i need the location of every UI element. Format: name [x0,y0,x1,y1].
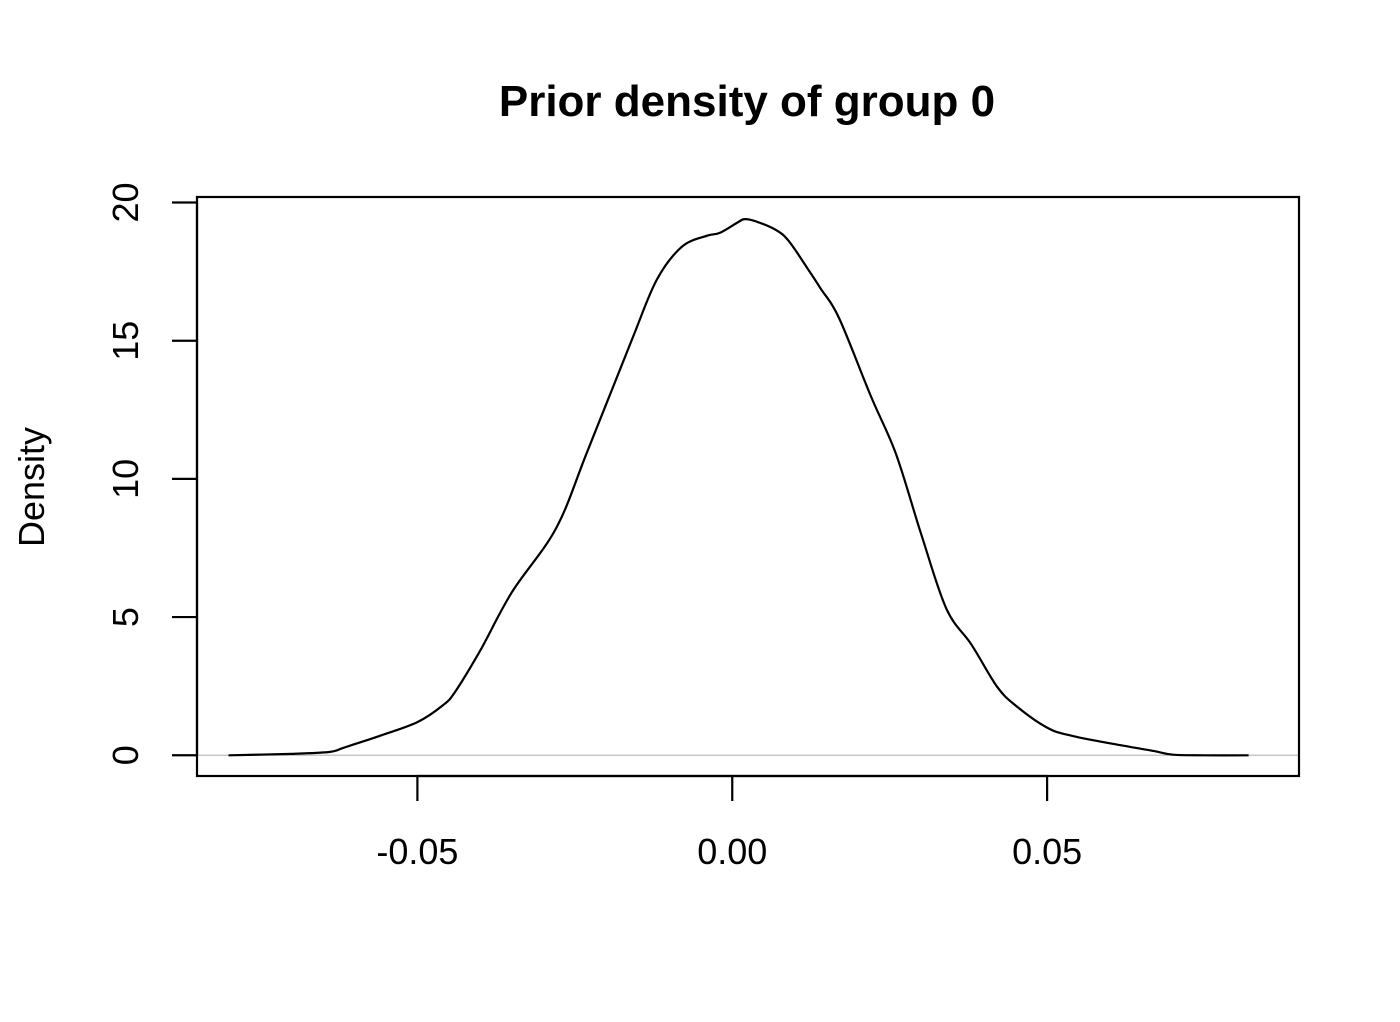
y-tick-label: 0 [105,745,146,765]
x-tick-label: 0.00 [697,831,767,872]
chart-title: Prior density of group 0 [499,77,995,126]
x-axis: -0.05 0.00 0.05 [376,774,1082,872]
y-axis: 0 5 10 15 20 [105,183,199,765]
y-tick-label: 20 [105,183,146,223]
y-axis-label: Density [11,427,52,547]
x-tick-label: -0.05 [376,831,458,872]
y-tick-label: 10 [105,459,146,499]
x-tick-label: 0.05 [1012,831,1082,872]
plot-frame [195,195,1301,778]
y-tick-label: 15 [105,321,146,361]
density-curve [228,217,1249,757]
y-tick-label: 5 [105,607,146,627]
